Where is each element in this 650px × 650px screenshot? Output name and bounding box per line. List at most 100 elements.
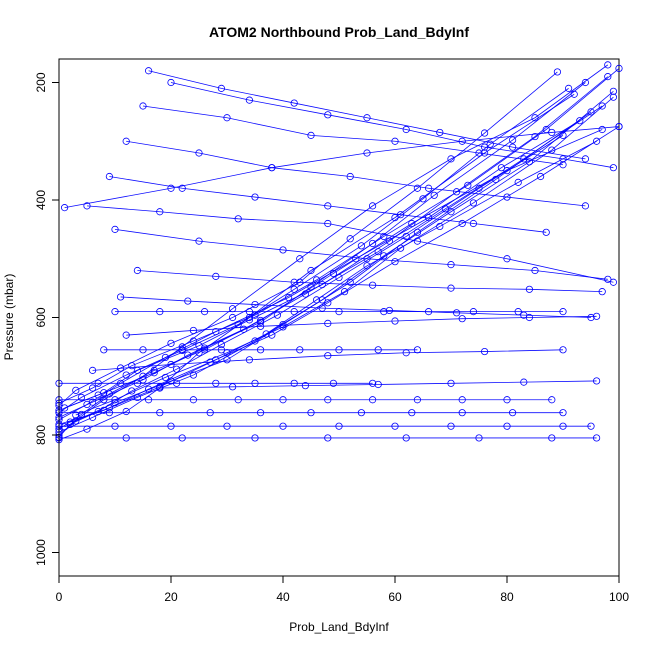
data-point-28-5	[531, 266, 539, 275]
data-point-34-5	[508, 143, 517, 151]
data-point-18-2	[156, 409, 164, 417]
data-point-21-3	[245, 308, 253, 316]
data-point-30-5	[480, 347, 489, 356]
data-point-23-5	[503, 255, 511, 263]
data-point-24-3	[363, 149, 371, 157]
data-point-16-1	[122, 434, 130, 442]
data-point-31-5	[469, 219, 477, 228]
data-point-3-5	[318, 296, 326, 304]
data-point-29-1	[189, 326, 197, 335]
data-point-12-8	[508, 136, 517, 144]
data-point-18-4	[256, 409, 265, 417]
data-point-18-7	[408, 409, 416, 417]
data-point-30-1	[167, 360, 175, 369]
data-point-33-5	[452, 309, 461, 317]
y-axis-label: Pressure (mbar)	[2, 274, 16, 361]
data-point-4-8	[503, 167, 511, 175]
data-point-18-9	[508, 409, 517, 417]
data-point-17-6	[391, 422, 399, 430]
data-point-22-2	[178, 346, 186, 354]
data-point-25-0	[122, 137, 130, 145]
data-point-20-6	[290, 379, 298, 387]
series-line-29	[126, 315, 597, 336]
y-tick-label-1: 400	[34, 190, 48, 210]
series-line-15	[58, 68, 620, 404]
x-tick-label-1: 20	[164, 590, 178, 604]
data-point-26-2	[324, 111, 332, 119]
y-tick-label-3: 800	[34, 425, 48, 445]
data-point-6-6	[391, 258, 399, 266]
data-point-17-1	[111, 422, 119, 430]
data-point-30-6	[559, 346, 567, 354]
series-line-32	[137, 270, 603, 293]
data-point-22-5	[296, 346, 304, 354]
data-point-21-6	[380, 308, 388, 316]
data-point-32-3	[368, 281, 377, 289]
series-line-3	[58, 91, 614, 433]
series-line-24	[64, 126, 620, 209]
data-point-14-4	[229, 313, 237, 322]
data-point-18-6	[357, 409, 365, 417]
data-point-21-2	[201, 308, 209, 316]
data-point-33-0	[117, 293, 125, 301]
data-point-33-3	[318, 304, 326, 312]
data-point-34-3	[363, 114, 371, 122]
data-point-9-9	[598, 102, 606, 110]
data-point-16-4	[324, 434, 332, 442]
data-point-25-5	[503, 193, 511, 201]
data-point-23-3	[324, 219, 332, 228]
series-line-7	[70, 140, 597, 423]
data-point-16-5	[402, 434, 410, 442]
data-point-15-1	[89, 384, 97, 392]
data-point-24-1	[167, 184, 175, 192]
data-point-5-7	[402, 232, 410, 241]
data-point-35-3	[374, 380, 382, 389]
data-point-28-3	[363, 255, 371, 263]
data-point-21-10	[559, 308, 567, 316]
series-line-34	[148, 70, 586, 160]
data-point-10-5	[340, 288, 349, 296]
x-axis: 0 20 40 60 80 100	[56, 575, 629, 604]
data-point-3-7	[447, 208, 455, 216]
data-point-29-0	[122, 331, 130, 339]
data-point-35-6	[592, 377, 601, 385]
data-point-0-2	[122, 407, 130, 416]
data-point-23-2	[234, 215, 242, 223]
plot-area	[55, 61, 623, 444]
data-point-13-8	[531, 132, 539, 141]
data-point-19-2	[145, 396, 153, 404]
data-point-28-1	[195, 237, 203, 245]
data-point-16-6	[475, 434, 483, 442]
data-point-7-1	[105, 404, 114, 412]
data-point-16-2	[178, 434, 186, 442]
data-point-12-2	[150, 369, 158, 377]
data-point-23-1	[156, 208, 164, 216]
data-point-32-5	[525, 285, 534, 293]
data-point-5-1	[94, 407, 102, 416]
data-point-26-6	[609, 164, 618, 172]
data-point-19-5	[279, 396, 287, 404]
data-point-34-4	[436, 128, 444, 137]
data-point-12-4	[256, 318, 265, 326]
y-tick-label-0: 200	[34, 72, 48, 92]
data-point-28-4	[447, 261, 455, 269]
data-point-35-1	[229, 383, 237, 391]
data-point-27-3	[391, 137, 399, 145]
data-point-30-2	[245, 356, 253, 364]
data-point-20-8	[368, 379, 377, 387]
data-point-32-2	[290, 278, 298, 286]
data-point-1-7	[368, 202, 377, 210]
data-point-26-3	[402, 125, 410, 134]
chart-title: ATOM2 Northbound Prob_Land_BdyInf	[209, 24, 469, 40]
series-line-30	[92, 349, 564, 371]
series-line-23	[86, 205, 614, 283]
data-point-12-7	[430, 191, 438, 199]
data-point-34-2	[290, 99, 298, 107]
data-point-9-1	[89, 398, 97, 406]
data-point-31-4	[396, 211, 405, 219]
data-point-22-6	[335, 346, 343, 354]
data-point-34-1	[217, 84, 225, 92]
data-point-31-2	[251, 193, 259, 201]
data-point-30-3	[324, 352, 332, 360]
data-point-25-3	[346, 172, 354, 181]
